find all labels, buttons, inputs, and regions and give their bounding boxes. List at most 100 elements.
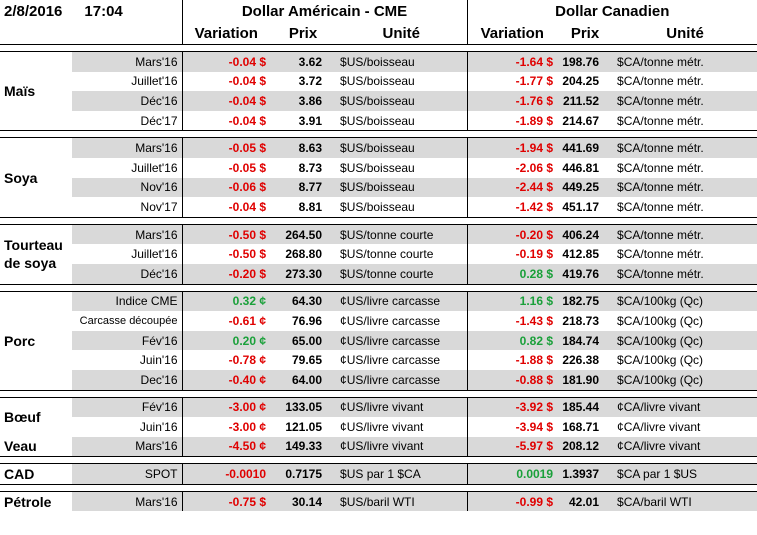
- contract: Indice CME: [72, 291, 183, 312]
- price: 184.74: [557, 330, 614, 351]
- blank: [0, 216, 757, 225]
- column-header: Variation: [466, 22, 558, 45]
- column-header: Variation: [181, 22, 271, 45]
- variation: 0.0019: [466, 463, 558, 485]
- variation: -1.89 $: [466, 110, 558, 131]
- contract: Juillet'16: [131, 74, 178, 89]
- unit: $US/boisseau: [340, 199, 415, 214]
- unit: $CA/tonne métr.: [613, 263, 757, 285]
- price: 208.12: [557, 436, 614, 457]
- unit: $US par 1 $CA: [336, 463, 468, 485]
- unit: ¢CA/livre vivant: [613, 397, 757, 418]
- contract: Dec'16: [72, 369, 183, 390]
- unit: $CA/tonne métr.: [613, 51, 757, 72]
- variation: -0.78 ¢: [181, 350, 271, 370]
- unit: $CA/100kg (Qc): [617, 313, 704, 328]
- variation: -0.99 $: [466, 491, 558, 512]
- contract: Mars'16: [72, 224, 183, 245]
- blank: [0, 456, 757, 465]
- data-row: Pétrole Mars'16 -0.75 $30.14 $US/baril WTI -…: [0, 491, 757, 512]
- variation: -0.04 $: [181, 110, 271, 131]
- unit: $CA/tonne métr.: [613, 224, 757, 245]
- price: 1.3937: [557, 463, 614, 485]
- unit: $CA/tonne métr.: [613, 177, 757, 198]
- contract: Juillet'16: [131, 247, 178, 262]
- contract: Nov'16: [72, 177, 183, 198]
- group-label: CAD: [0, 463, 72, 485]
- price: 64.30: [270, 291, 337, 312]
- usd-title: Dollar Américain - CME: [181, 0, 468, 22]
- separator: [0, 216, 757, 225]
- price: 42.01: [557, 491, 614, 512]
- price: 8.63: [270, 137, 337, 158]
- variation: -1.42 $: [466, 197, 558, 218]
- cad-title: Dollar Canadien: [466, 0, 757, 22]
- group-label: Tourteau de soya: [0, 224, 72, 285]
- separator: [0, 44, 757, 52]
- variation: 0.20 ¢: [181, 330, 271, 351]
- price: 268.80: [285, 247, 323, 262]
- price: 182.75: [557, 291, 614, 312]
- data-row: Juin'16 -3.00 ¢ 121.05 ¢US/livre vivant -3.9…: [0, 417, 757, 437]
- date-time: 2/8/2016 17:04: [0, 0, 182, 22]
- contract: Juin'16: [139, 419, 178, 434]
- price: 218.73: [562, 313, 600, 328]
- contract: Fév'16: [72, 397, 183, 418]
- variation: -3.92 $: [466, 397, 558, 418]
- variation: -4.50 ¢: [181, 436, 271, 457]
- data-row: Carcasse découpée -0.61 ¢ 76.96 ¢US/livre c…: [0, 311, 757, 331]
- price: 76.96: [291, 313, 323, 328]
- unit: $CA/tonne métr.: [617, 74, 704, 89]
- contract: Carcasse découpée: [79, 314, 178, 327]
- date: 2/8/2016: [4, 2, 63, 20]
- data-row: Porc Indice CME 0.32 ¢ 64.30 ¢US/livre carca…: [0, 291, 757, 390]
- data-row: Veau Mars'16 -4.50 ¢ 149.33 ¢US/livre vivant…: [0, 436, 757, 457]
- blank: [0, 44, 757, 52]
- contract: Déc'17: [140, 113, 178, 128]
- group-label: Soya: [0, 137, 72, 218]
- price: 8.81: [298, 199, 323, 214]
- price: 3.62: [270, 51, 337, 72]
- unit: $US/boisseau: [340, 113, 415, 128]
- variation: -0.19 $: [466, 244, 558, 264]
- variation: -1.88 $: [466, 350, 558, 370]
- variation: -0.04 $: [181, 197, 271, 218]
- variation: -0.04 $: [181, 71, 271, 92]
- variation: 1.16 $: [466, 291, 558, 312]
- price: 3.72: [298, 74, 323, 89]
- unit: $CA par 1 $US: [613, 463, 757, 485]
- unit: ¢US/livre carcasse: [340, 313, 441, 328]
- variation: -2.06 $: [466, 157, 558, 178]
- group-label: Bœuf: [0, 397, 72, 437]
- unit: $US/boisseau: [336, 91, 468, 111]
- unit: ¢US/livre vivant: [336, 436, 468, 457]
- variation: -1.43 $: [466, 311, 558, 331]
- variation: 0.32 ¢: [181, 291, 271, 312]
- price: 446.81: [562, 160, 600, 175]
- price: 204.25: [562, 74, 600, 89]
- price: 181.90: [557, 369, 614, 390]
- column-header: Unité: [666, 24, 704, 42]
- variation: -1.64 $: [466, 51, 558, 72]
- price: 226.38: [562, 353, 600, 368]
- unit: ¢CA/livre vivant: [617, 419, 701, 434]
- unit: $CA/100kg (Qc): [613, 369, 757, 390]
- data-row: Juillet'16 -0.05 $ 8.73 $US/boisseau -2.06 $…: [0, 157, 757, 178]
- unit: $US/tonne courte: [340, 247, 434, 262]
- unit: $US/boisseau: [336, 177, 468, 198]
- variation: -3.00 ¢: [181, 397, 271, 418]
- quotes-table: 2/8/2016 17:04 Dollar Américain - CME Dolla…: [0, 0, 757, 512]
- separator: [0, 130, 757, 139]
- variation: -0.75 $: [181, 491, 271, 512]
- group-label: Porc: [0, 291, 72, 390]
- data-row: Tourteau de soya Mars'16 -0.50 $264.50 $US/…: [0, 224, 757, 285]
- price: 149.33: [270, 436, 337, 457]
- variation: -2.44 $: [466, 177, 558, 198]
- variation: -0.88 $: [466, 369, 558, 390]
- price: 441.69: [557, 137, 614, 158]
- unit: ¢CA/livre vivant: [613, 436, 757, 457]
- price: 8.73: [298, 160, 323, 175]
- data-row: CAD SPOT -0.0010 0.7175 $US par 1 $CA 0.0019 1…: [0, 463, 757, 485]
- time: 17:04: [84, 2, 123, 20]
- price: 273.30: [270, 263, 337, 285]
